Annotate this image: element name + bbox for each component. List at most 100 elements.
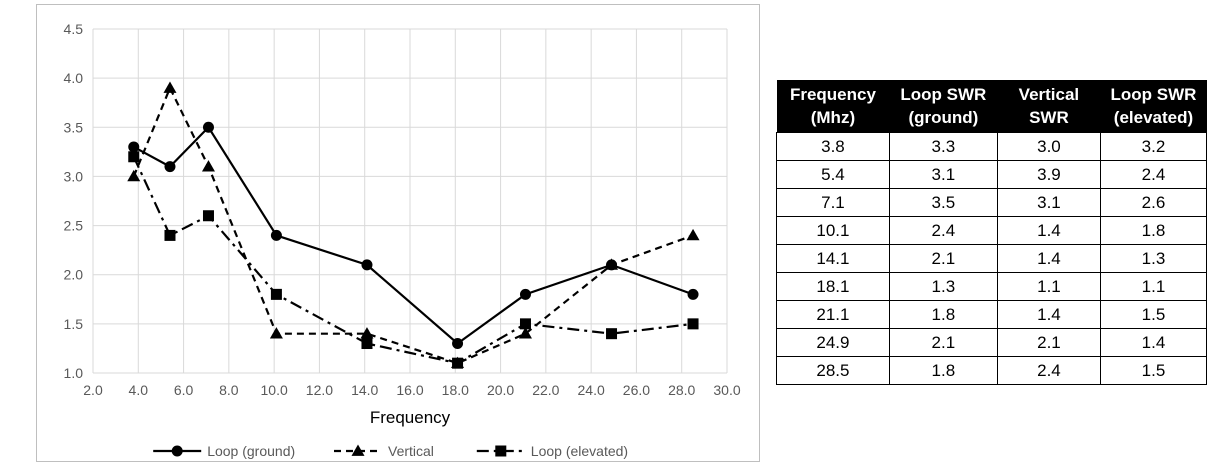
data-point [519, 288, 531, 300]
x-tick-label: 16.0 [396, 382, 423, 398]
data-point [128, 151, 140, 163]
data-point [687, 318, 699, 330]
y-tick-label: 1.5 [64, 316, 84, 332]
chart-container: 2.0 4.0 6.0 8.0 10.0 12.0 14.0 16.0 18.0 20.0 22.0… [36, 4, 760, 462]
data-point [163, 81, 177, 93]
header-frequency: Frequency (Mhz) [776, 80, 890, 133]
x-tick-label: 28.0 [668, 382, 695, 398]
table-cell: 3.2 [1099, 132, 1207, 161]
y-tick-label: 4.0 [64, 70, 84, 86]
table-row: 3.8 3.3 3.0 3.2 [776, 132, 1207, 161]
table-cell: 3.0 [996, 132, 1101, 161]
data-point [606, 328, 618, 340]
table-cell: 7.1 [776, 188, 890, 217]
data-point [518, 327, 532, 339]
table-cell: 2.1 [888, 328, 998, 357]
x-axis-title: Frequency [370, 408, 451, 427]
x-tick-label: 6.0 [174, 382, 194, 398]
swr-data-table: Frequency (Mhz) Loop SWR (ground) Vertical… [776, 80, 1207, 385]
data-point [605, 258, 619, 270]
data-point [202, 210, 214, 222]
table-cell: 18.1 [776, 272, 890, 301]
table-cell: 24.9 [776, 328, 890, 357]
data-point [452, 357, 464, 369]
x-tick-label: 2.0 [83, 382, 103, 398]
y-tick-label: 4.5 [64, 21, 84, 37]
data-point [164, 161, 176, 173]
table-cell: 10.1 [776, 216, 890, 245]
table-cell: 1.5 [1099, 300, 1207, 329]
table-cell: 5.4 [776, 160, 890, 189]
table-cell: 2.4 [1099, 160, 1207, 189]
series-line-2 [132, 85, 694, 365]
y-tick-label: 3.5 [64, 119, 84, 135]
header-loop-ground: Loop SWR (ground) [889, 80, 998, 133]
table-cell: 28.5 [776, 356, 890, 385]
table-cell: 1.4 [996, 244, 1101, 273]
table-row: 24.9 2.1 2.1 1.4 [776, 328, 1207, 357]
data-point [201, 160, 215, 172]
data-point [270, 288, 282, 300]
data-point [128, 141, 140, 153]
data-point [127, 169, 141, 182]
table-cell: 1.4 [1099, 328, 1207, 357]
table-cell: 1.8 [1099, 216, 1207, 245]
table-cell: 1.4 [996, 300, 1101, 329]
data-point [686, 228, 700, 241]
table-row: 10.1 2.4 1.4 1.8 [776, 216, 1207, 245]
table-cell: 1.5 [1099, 356, 1207, 385]
table-cell: 21.1 [776, 300, 890, 329]
x-tick-label: 18.0 [442, 382, 469, 398]
table-header-row: Frequency (Mhz) Loop SWR (ground) Vertical… [776, 80, 1207, 133]
table-row: 28.5 1.8 2.4 1.5 [776, 356, 1207, 385]
legend-label: Loop (elevated) [531, 443, 628, 459]
table-cell: 3.3 [888, 132, 998, 161]
data-point [687, 288, 699, 300]
table-cell: 2.4 [888, 216, 998, 245]
header-loop-elevated: Loop SWR (elevated) [1100, 80, 1207, 133]
x-tick-label: 22.0 [532, 382, 559, 398]
legend-marker-1 [171, 445, 183, 457]
series-line-1 [133, 125, 694, 345]
table-cell: 3.1 [996, 188, 1101, 217]
table-row: 18.1 1.3 1.1 1.1 [776, 272, 1207, 301]
y-tick-label: 2.0 [64, 267, 84, 283]
table-cell: 1.8 [888, 356, 998, 385]
table-row: 21.1 1.8 1.4 1.5 [776, 300, 1207, 329]
table-cell: 2.1 [996, 328, 1101, 357]
data-point [164, 229, 176, 241]
y-tick-label: 3.0 [64, 168, 84, 184]
x-tick-label: 30.0 [713, 382, 740, 398]
table-row: 14.1 2.1 1.4 1.3 [776, 244, 1207, 273]
data-point [269, 327, 283, 339]
data-point [519, 318, 531, 330]
x-tick-label: 12.0 [306, 382, 333, 398]
x-tick-label: 4.0 [129, 382, 149, 398]
table-cell: 1.3 [888, 272, 998, 301]
x-tick-label: 8.0 [219, 382, 239, 398]
line-chart: 2.0 4.0 6.0 8.0 10.0 12.0 14.0 16.0 18.0 20.0 22.0… [64, 21, 741, 459]
x-tick-label: 10.0 [261, 382, 288, 398]
table-cell: 3.5 [888, 188, 998, 217]
table-cell: 1.4 [996, 216, 1101, 245]
table-cell: 3.1 [888, 160, 998, 189]
table-cell: 2.1 [888, 244, 998, 273]
table-cell: 1.8 [888, 300, 998, 329]
table-cell: 2.6 [1099, 188, 1207, 217]
table-row: 7.1 3.5 3.1 2.6 [776, 188, 1207, 217]
table-cell: 14.1 [776, 244, 890, 273]
legend-label: Loop (ground) [207, 443, 295, 459]
table-cell: 3.9 [996, 160, 1101, 189]
table-cell: 2.4 [996, 356, 1101, 385]
legend-marker-3 [495, 445, 507, 457]
y-tick-label: 1.0 [64, 365, 84, 381]
data-point [361, 338, 373, 350]
y-tick-label: 2.5 [64, 218, 84, 234]
data-point [361, 259, 373, 271]
data-point [452, 338, 464, 350]
table-cell: 1.1 [996, 272, 1101, 301]
data-point [270, 229, 282, 241]
table-cell: 3.8 [776, 132, 890, 161]
header-vertical: Vertical SWR [997, 80, 1101, 133]
data-point [202, 121, 214, 133]
